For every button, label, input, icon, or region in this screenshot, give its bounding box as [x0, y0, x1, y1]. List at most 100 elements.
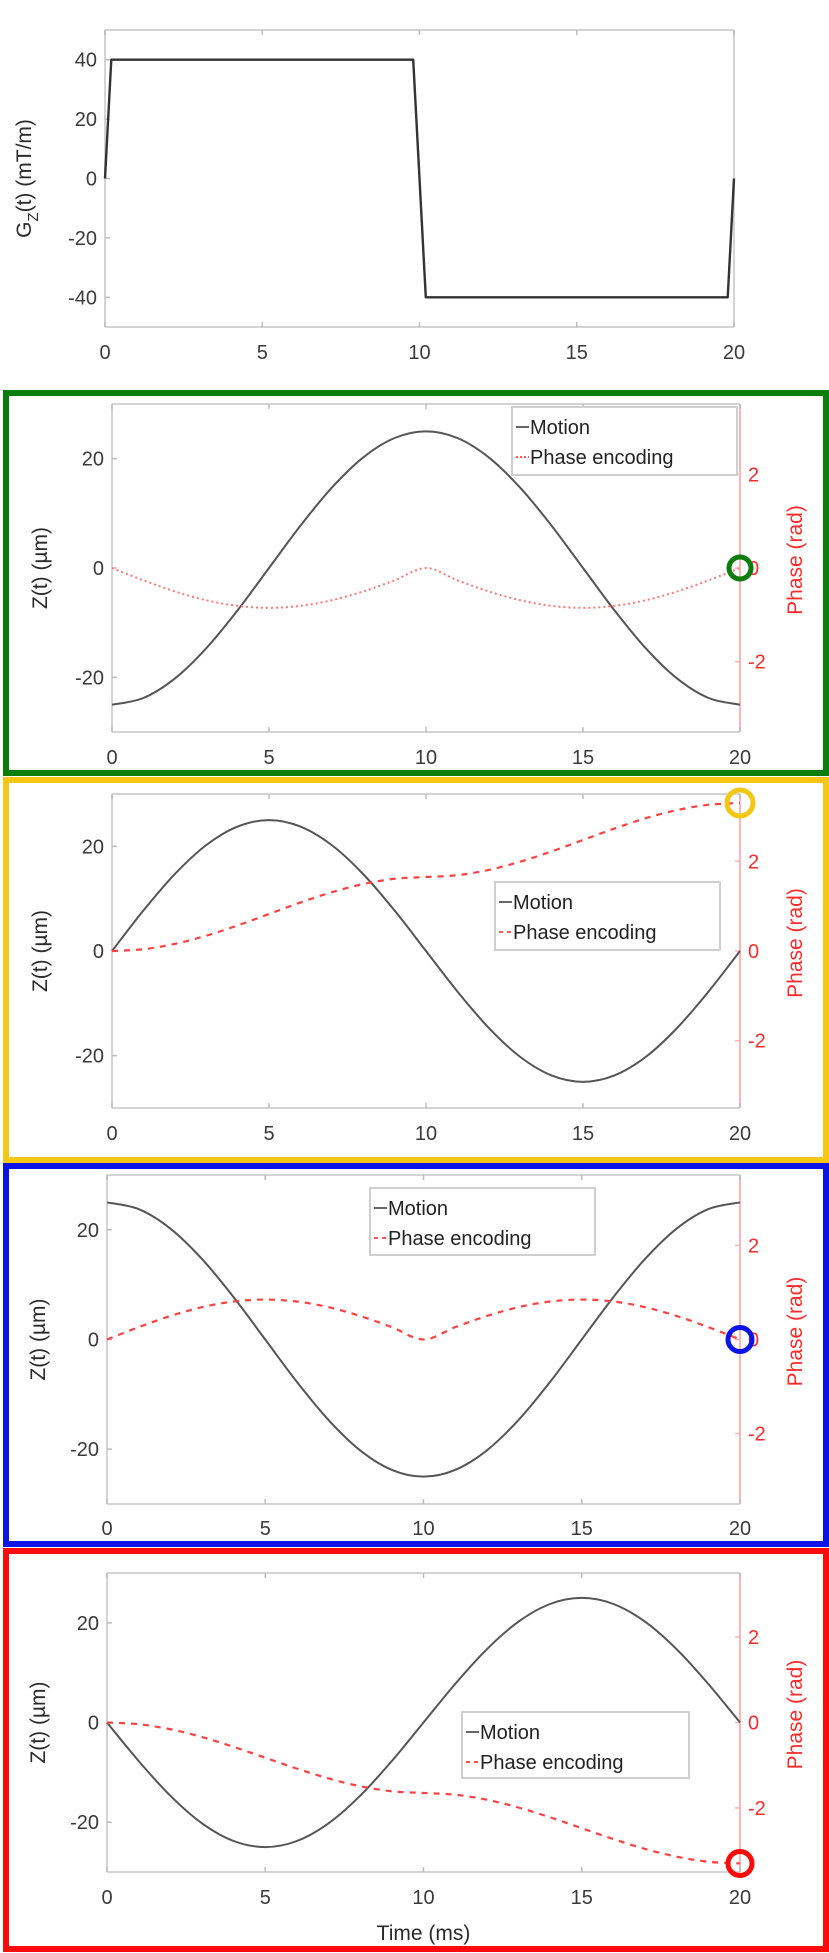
- panel-frame-panel-red: [3, 1548, 829, 1952]
- x-tick-label: 20: [729, 1887, 751, 1909]
- y-tick-label: -20: [70, 1439, 99, 1461]
- y-tick-label: 0: [93, 941, 104, 963]
- y-axis-label: Z(t) (µm): [29, 527, 52, 609]
- motion-line: [111, 819, 741, 1083]
- y-right-tick-label: 0: [748, 558, 759, 580]
- y-right-axis-label: Phase (rad): [784, 1660, 807, 1770]
- phase-encoding-line: [111, 801, 741, 953]
- x-tick-label: 5: [257, 342, 268, 364]
- y-tick-label: -20: [75, 1046, 104, 1068]
- motion-line: [106, 1201, 741, 1478]
- y-right-tick-label: 2: [748, 464, 759, 486]
- y-axis-label: GZ(t) (mT/m): [13, 119, 42, 238]
- phase-encoding-line: [106, 1721, 741, 1865]
- x-tick-label: 20: [729, 1518, 751, 1540]
- y-tick-label: 40: [75, 50, 97, 72]
- legend-phase-label: Phase encoding: [388, 1228, 531, 1250]
- y-right-axis-label: Phase (rad): [784, 888, 807, 998]
- y-axis-label-suffix: (t) (mT/m): [13, 119, 36, 212]
- x-tick-label: 0: [101, 1887, 112, 1909]
- y-axis-label: Z(t) (µm): [27, 1298, 50, 1380]
- x-tick-label: 10: [412, 1518, 434, 1540]
- x-tick-label: 0: [101, 1518, 112, 1540]
- gradient-line: [103, 58, 736, 299]
- y-tick-label: 0: [88, 1330, 99, 1352]
- legend-box: [461, 1711, 690, 1779]
- y-right-tick-label: 2: [748, 1236, 759, 1258]
- legend: Motion Phase encoding: [369, 1187, 596, 1256]
- phase-encoding-line: [111, 566, 741, 609]
- legend-box: [494, 881, 721, 951]
- legend-box: [511, 406, 738, 476]
- y-tick-label: -20: [68, 228, 97, 250]
- y-right-tick-label: 2: [748, 1627, 759, 1649]
- x-tick-label: 10: [412, 1887, 434, 1909]
- legend-phase-label: Phase encoding: [480, 1752, 623, 1774]
- y-tick-label: 20: [82, 449, 104, 471]
- legend-phase-label: Phase encoding: [530, 447, 673, 469]
- x-tick-label: 20: [723, 342, 745, 364]
- y-right-tick-label: -2: [748, 1424, 766, 1446]
- legend-motion-label: Motion: [530, 417, 590, 439]
- x-tick-label: 0: [106, 747, 117, 769]
- y-tick-label: 0: [93, 558, 104, 580]
- x-tick-label: 20: [729, 1123, 751, 1145]
- x-tick-label: 20: [729, 747, 751, 769]
- y-axis-label-main: G: [13, 222, 36, 238]
- x-tick-label: 15: [572, 747, 594, 769]
- y-right-tick-label: -2: [748, 1031, 766, 1053]
- legend: Motion Phase encoding: [511, 406, 738, 476]
- y-right-tick-label: -2: [748, 652, 766, 674]
- legend-phase-label: Phase encoding: [513, 922, 656, 944]
- x-tick-label: 5: [263, 1123, 274, 1145]
- x-tick-label: 15: [572, 1123, 594, 1145]
- y-right-tick-label: 0: [748, 1713, 759, 1735]
- panel-frame-panel-green: [3, 390, 829, 776]
- legend-box: [369, 1187, 596, 1256]
- y-tick-label: 20: [77, 1613, 99, 1635]
- y-right-axis-label: Phase (rad): [784, 1277, 807, 1387]
- x-tick-label: 5: [260, 1887, 271, 1909]
- x-tick-label: 5: [263, 747, 274, 769]
- y-tick-label: -40: [68, 287, 97, 309]
- legend-motion-label: Motion: [513, 892, 573, 914]
- y-axis-label: Z(t) (µm): [29, 910, 52, 992]
- y-axis-label: Z(t) (µm): [27, 1681, 50, 1763]
- y-right-tick-label: -2: [748, 1798, 766, 1820]
- end-phase-marker-circle: [725, 1325, 755, 1354]
- x-tick-label: 5: [260, 1518, 271, 1540]
- x-tick-label: 10: [415, 747, 437, 769]
- y-tick-label: -20: [75, 667, 104, 689]
- y-tick-label: 20: [82, 836, 104, 858]
- legend-motion-label: Motion: [480, 1722, 540, 1744]
- y-tick-label: -20: [70, 1812, 99, 1834]
- y-tick-label: 20: [77, 1220, 99, 1242]
- end-phase-marker-circle: [726, 554, 754, 582]
- phase-encoding-line: [106, 1298, 741, 1341]
- y-tick-label: 20: [75, 109, 97, 131]
- y-tick-label: 0: [86, 169, 97, 191]
- y-right-axis-label: Phase (rad): [784, 505, 807, 615]
- panel-frame-panel-blue: [3, 1163, 829, 1547]
- motion-line: [111, 430, 741, 706]
- end-phase-marker-circle: [725, 1848, 755, 1878]
- x-tick-label: 0: [99, 342, 110, 364]
- y-right-tick-label: 2: [748, 851, 759, 873]
- x-tick-label: 10: [415, 1123, 437, 1145]
- legend: Motion Phase encoding: [461, 1711, 690, 1779]
- x-tick-label: 15: [571, 1887, 593, 1909]
- x-tick-label: 15: [566, 342, 588, 364]
- x-tick-label: 10: [408, 342, 430, 364]
- y-right-tick-label: 0: [748, 941, 759, 963]
- legend-motion-label: Motion: [388, 1198, 448, 1220]
- x-tick-label: 15: [571, 1518, 593, 1540]
- motion-line: [106, 1596, 741, 1849]
- x-tick-label: 0: [106, 1123, 117, 1145]
- y-axis-label-subscript: Z: [25, 212, 42, 221]
- panel-frame-panel-yellow: [3, 777, 829, 1163]
- y-tick-label: 0: [88, 1713, 99, 1735]
